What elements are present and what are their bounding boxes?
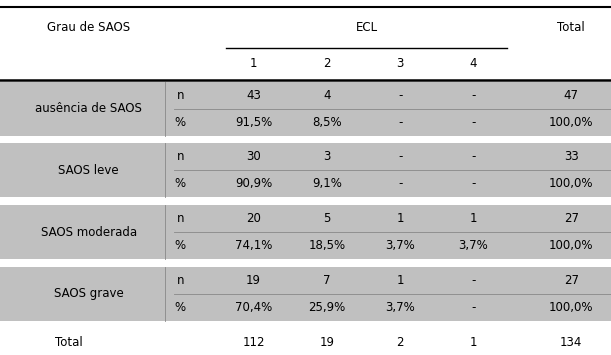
Text: %: % — [175, 178, 186, 190]
Text: -: - — [471, 89, 476, 102]
Text: SAOS leve: SAOS leve — [58, 164, 119, 177]
Text: -: - — [471, 151, 476, 163]
Text: 19: 19 — [246, 274, 261, 287]
Text: 1: 1 — [470, 336, 477, 349]
Text: 5: 5 — [323, 212, 331, 225]
Bar — [0, 82, 611, 136]
Text: -: - — [398, 151, 403, 163]
Text: 134: 134 — [560, 336, 582, 349]
Text: 90,9%: 90,9% — [235, 178, 272, 190]
Text: n: n — [177, 274, 184, 287]
Text: 3: 3 — [323, 151, 331, 163]
Text: -: - — [471, 178, 476, 190]
Text: 1: 1 — [470, 212, 477, 225]
Text: 9,1%: 9,1% — [312, 178, 342, 190]
Text: 4: 4 — [323, 89, 331, 102]
Text: 3,7%: 3,7% — [459, 239, 488, 252]
Text: n: n — [177, 89, 184, 102]
Text: -: - — [398, 89, 403, 102]
Text: n: n — [177, 151, 184, 163]
Text: 47: 47 — [564, 89, 579, 102]
Text: 1: 1 — [397, 212, 404, 225]
Text: ECL: ECL — [356, 21, 378, 34]
Bar — [0, 267, 611, 321]
Text: 1: 1 — [250, 58, 257, 70]
Text: %: % — [175, 301, 186, 314]
Text: n: n — [177, 212, 184, 225]
Text: 3: 3 — [397, 58, 404, 70]
Text: -: - — [398, 178, 403, 190]
Text: 100,0%: 100,0% — [549, 301, 593, 314]
Text: 8,5%: 8,5% — [312, 116, 342, 129]
Text: 20: 20 — [246, 212, 261, 225]
Text: 3,7%: 3,7% — [386, 301, 415, 314]
Text: SAOS moderada: SAOS moderada — [40, 226, 137, 239]
Text: 30: 30 — [246, 151, 261, 163]
Text: 3,7%: 3,7% — [386, 239, 415, 252]
Text: Total: Total — [55, 336, 82, 349]
Text: -: - — [471, 301, 476, 314]
Text: 1: 1 — [397, 274, 404, 287]
Text: 7: 7 — [323, 274, 331, 287]
Text: SAOS grave: SAOS grave — [54, 288, 123, 300]
Text: 27: 27 — [564, 212, 579, 225]
Text: 2: 2 — [323, 58, 331, 70]
Text: 91,5%: 91,5% — [235, 116, 272, 129]
Text: 25,9%: 25,9% — [309, 301, 345, 314]
Text: 100,0%: 100,0% — [549, 116, 593, 129]
Text: %: % — [175, 239, 186, 252]
Text: Total: Total — [557, 21, 585, 34]
Text: 112: 112 — [243, 336, 265, 349]
Text: 74,1%: 74,1% — [235, 239, 273, 252]
Bar — [0, 205, 611, 259]
Text: 100,0%: 100,0% — [549, 239, 593, 252]
Text: 2: 2 — [397, 336, 404, 349]
Text: 100,0%: 100,0% — [549, 178, 593, 190]
Text: 4: 4 — [470, 58, 477, 70]
Text: -: - — [471, 274, 476, 287]
Text: ausência de SAOS: ausência de SAOS — [35, 102, 142, 115]
Text: 43: 43 — [246, 89, 261, 102]
Text: -: - — [471, 116, 476, 129]
Text: Grau de SAOS: Grau de SAOS — [47, 21, 130, 34]
Bar — [0, 143, 611, 197]
Text: 27: 27 — [564, 274, 579, 287]
Text: 70,4%: 70,4% — [235, 301, 272, 314]
Text: 19: 19 — [320, 336, 334, 349]
Text: -: - — [398, 116, 403, 129]
Text: 33: 33 — [564, 151, 579, 163]
Text: %: % — [175, 116, 186, 129]
Text: 18,5%: 18,5% — [309, 239, 345, 252]
